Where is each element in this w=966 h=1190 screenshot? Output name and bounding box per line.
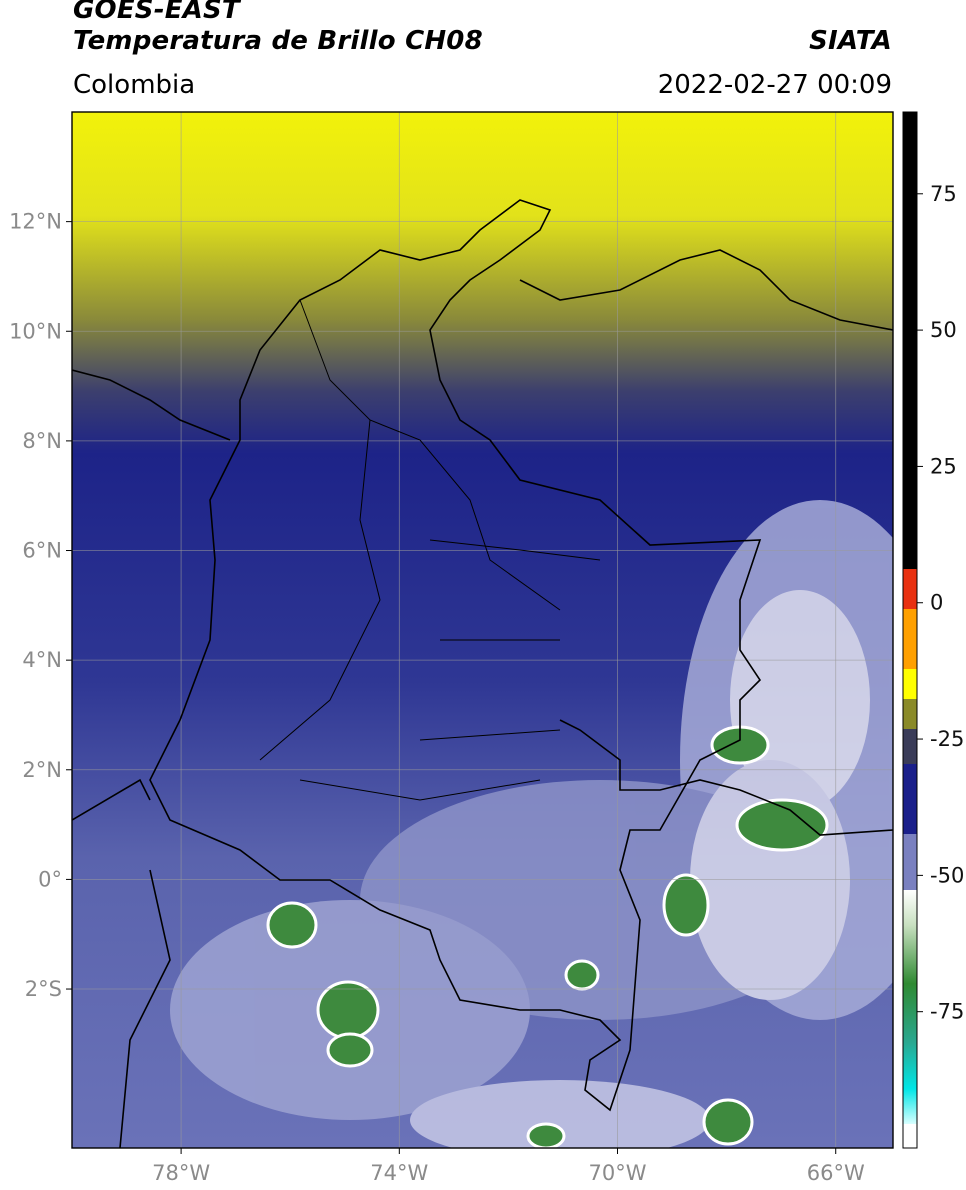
lon-tick-label: 74°W <box>370 1161 428 1185</box>
organization-label: SIATA <box>809 26 892 56</box>
colorbar-slate-band <box>903 834 917 890</box>
gridlines <box>72 112 893 1148</box>
colorbar-cold-band <box>903 890 917 1124</box>
region-label: Colombia <box>73 70 196 100</box>
colorbar-tick-label: 25 <box>930 454 957 478</box>
lon-tick-label: 66°W <box>807 1161 865 1185</box>
colombia-border <box>149 199 762 1112</box>
colorbar-tick-label: -75 <box>930 1000 964 1024</box>
lat-tick-label: 6°N <box>22 539 62 563</box>
datetime-label: 2022-02-27 00:09 <box>657 70 892 100</box>
latitude-axis: 12°N 10°N 8°N 6°N 4°N 2°N 0° 2°S <box>9 210 72 1001</box>
convective-cells <box>266 725 829 1148</box>
panama-coast <box>72 369 231 441</box>
colorbar-dark-band <box>903 729 917 764</box>
colorbar-ticks: 75 50 25 0 -25 -50 -75 <box>917 182 964 1024</box>
colorbar-yellow-band <box>903 669 917 699</box>
colorbar: 75 50 25 0 -25 -50 -75 <box>902 111 964 1149</box>
colorbar-frame <box>902 111 918 1149</box>
colorbar-orange-band <box>903 609 917 669</box>
colorbar-white-band <box>903 1124 917 1148</box>
map-area <box>72 112 893 1148</box>
colorbar-red-band <box>903 569 917 609</box>
lat-tick-label: 10°N <box>9 319 62 343</box>
ecuador-peru-border <box>72 778 171 1148</box>
lat-tick-label: 8°N <box>22 429 62 453</box>
satellite-title: GOES-EAST <box>73 0 240 25</box>
colorbar-tick-label: 0 <box>930 591 943 615</box>
longitude-axis: 78°W 74°W 70°W 66°W <box>152 1148 865 1185</box>
lat-tick-label: 4°N <box>22 648 62 672</box>
lat-tick-label: 2°S <box>25 977 62 1001</box>
colorbar-tick-label: -50 <box>930 863 964 887</box>
department-lines <box>259 299 601 801</box>
lon-tick-label: 78°W <box>152 1161 210 1185</box>
lat-tick-label: 2°N <box>22 758 62 782</box>
colorbar-olive-band <box>903 699 917 729</box>
venezuela-colombia-border <box>559 719 893 836</box>
colorbar-tick-label: 50 <box>930 318 957 342</box>
venezuela-coast <box>519 249 893 331</box>
colorbar-navy-band <box>903 764 917 834</box>
product-title: Temperatura de Brillo CH08 <box>73 26 483 56</box>
country-borders <box>72 199 893 1148</box>
colorbar-tick-label: -25 <box>930 727 964 751</box>
lat-tick-label: 12°N <box>9 210 62 234</box>
map-frame <box>71 111 894 1149</box>
colorbar-tick-label: 75 <box>930 182 957 206</box>
colorbar-black-band <box>903 112 917 569</box>
lat-tick-label: 0° <box>38 867 62 891</box>
lon-tick-label: 70°W <box>589 1161 647 1185</box>
